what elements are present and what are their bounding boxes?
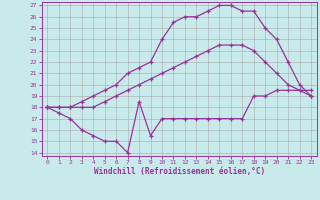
X-axis label: Windchill (Refroidissement éolien,°C): Windchill (Refroidissement éolien,°C)	[94, 167, 265, 176]
